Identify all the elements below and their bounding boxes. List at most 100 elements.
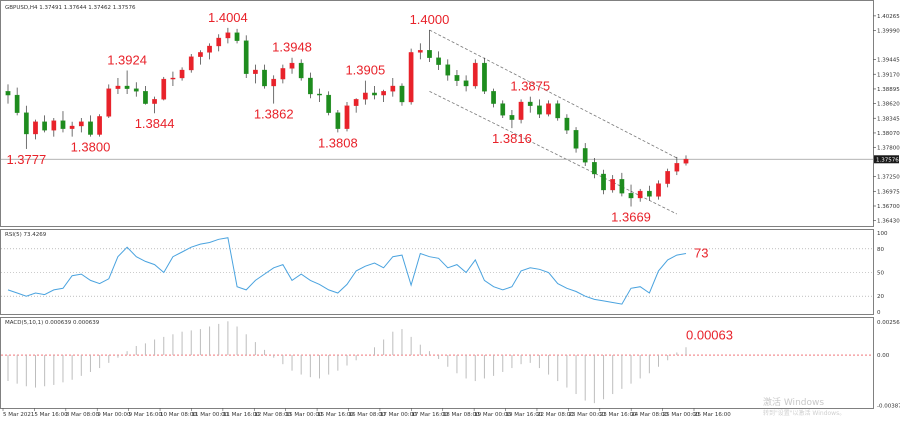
candle bbox=[170, 71, 176, 86]
symbol-header: GBPUSD,H4 1.37491 1.37644 1.37462 1.3757… bbox=[5, 5, 136, 11]
time-tick-label: 16 Mar 08:00 bbox=[349, 412, 386, 418]
candle-body bbox=[381, 91, 386, 96]
candle-body bbox=[88, 121, 93, 135]
candle-body bbox=[262, 69, 267, 87]
candle-body bbox=[179, 69, 185, 79]
watermark-line-1: 激活 Windows bbox=[763, 396, 824, 408]
candle-body bbox=[647, 190, 652, 197]
price-panel-frame bbox=[0, 0, 874, 227]
candle bbox=[60, 111, 66, 133]
candle bbox=[674, 156, 680, 176]
candle bbox=[262, 64, 267, 89]
rsi-tick-label: 20 bbox=[877, 294, 884, 300]
macd-tick-label: 0.002561 bbox=[877, 320, 900, 326]
candle-body bbox=[491, 91, 496, 104]
candle-body bbox=[445, 64, 451, 76]
candle bbox=[5, 84, 11, 104]
time-axis: 5 Mar 2021 5 Mar 16:008 Mar 08:009 Mar 00… bbox=[2, 408, 731, 418]
candle bbox=[463, 75, 469, 92]
candle bbox=[335, 110, 341, 133]
candle bbox=[78, 118, 84, 133]
price-annotation: 1.3844 bbox=[135, 116, 175, 131]
candle bbox=[408, 48, 414, 105]
price-tick-label: 1.40265 bbox=[877, 14, 900, 20]
candle-body bbox=[106, 88, 112, 117]
candle bbox=[344, 102, 350, 132]
candle bbox=[500, 100, 506, 118]
candle-body bbox=[573, 130, 579, 149]
price-annotation: 1.3800 bbox=[71, 140, 111, 155]
candle-body bbox=[170, 77, 176, 80]
price-annotation: 1.3948 bbox=[272, 40, 312, 55]
candle-body bbox=[335, 112, 341, 129]
candle-body bbox=[500, 103, 506, 116]
candle bbox=[152, 96, 157, 114]
time-tick-label: 10 Mar 08:00 bbox=[160, 412, 197, 418]
candle-body bbox=[344, 105, 350, 129]
candle bbox=[637, 188, 643, 202]
candle bbox=[647, 185, 652, 201]
price-annotation: 1.3924 bbox=[107, 53, 147, 68]
price-annotation: 1.3816 bbox=[492, 131, 532, 146]
candle bbox=[97, 114, 102, 137]
rsi-line bbox=[7, 237, 687, 305]
price-annotation: 1.3862 bbox=[254, 107, 294, 122]
macd-tick-label: 0.00 bbox=[877, 353, 890, 359]
candle bbox=[601, 169, 606, 195]
time-tick-label: 12 Mar 08:00 bbox=[254, 412, 291, 418]
candle bbox=[289, 57, 295, 74]
candle-body bbox=[97, 116, 102, 135]
candle-body bbox=[23, 112, 29, 135]
candle bbox=[537, 99, 542, 118]
time-tick-label: 18 Mar 08:00 bbox=[443, 412, 480, 418]
price-annotation: 1.3669 bbox=[611, 210, 651, 225]
candle bbox=[298, 59, 304, 81]
candle bbox=[308, 72, 313, 99]
candle bbox=[326, 91, 332, 116]
candle-body bbox=[124, 85, 130, 89]
candle bbox=[216, 34, 222, 52]
candle bbox=[133, 82, 139, 97]
candle bbox=[23, 105, 29, 149]
candle-body bbox=[308, 77, 313, 95]
price-annotation: 1.4004 bbox=[208, 10, 248, 25]
candle bbox=[628, 184, 634, 207]
candle bbox=[656, 180, 661, 200]
time-tick-label: 5 Mar 16:00 bbox=[34, 412, 68, 418]
time-tick-label: 22 Mar 08:00 bbox=[537, 412, 574, 418]
candle-body bbox=[619, 179, 625, 194]
candle-body bbox=[417, 50, 423, 53]
price-axis: 1.40265 1.39990 1.39445 1.39170 1.38895 1.386… bbox=[1, 14, 900, 224]
macd-annotation: 0.00063 bbox=[686, 327, 733, 342]
candle-body bbox=[289, 62, 295, 69]
candle bbox=[399, 83, 405, 106]
candle-body bbox=[60, 120, 66, 129]
time-tick-label: 25 Mar 00:00 bbox=[663, 412, 700, 418]
candle bbox=[610, 175, 616, 193]
candle bbox=[198, 50, 203, 65]
candle bbox=[472, 59, 478, 89]
candle-body bbox=[133, 88, 139, 92]
candle bbox=[417, 43, 423, 60]
candle bbox=[491, 88, 496, 108]
price-tick-label: 1.38345 bbox=[877, 116, 900, 122]
candle-body bbox=[537, 105, 542, 115]
candle bbox=[665, 168, 671, 188]
candle bbox=[234, 28, 240, 44]
candle-body bbox=[152, 99, 157, 104]
rsi-tick-label: 100 bbox=[877, 231, 888, 237]
candle-body bbox=[546, 103, 551, 115]
candle bbox=[362, 80, 368, 105]
candle bbox=[115, 78, 121, 94]
macd-panel-frame bbox=[0, 317, 874, 409]
rsi-tick-label: 80 bbox=[877, 247, 884, 253]
candle-body bbox=[198, 52, 203, 57]
candle bbox=[546, 100, 551, 117]
candle bbox=[179, 67, 185, 81]
candle bbox=[482, 57, 487, 94]
time-tick-label: 11 Mar 16:00 bbox=[223, 412, 260, 418]
candle-body bbox=[243, 40, 249, 74]
price-annotations: 1.3777 1.3800 1.3924 1.3844 1.4004 1.3862 1.39… bbox=[6, 10, 650, 225]
candle bbox=[390, 78, 396, 97]
